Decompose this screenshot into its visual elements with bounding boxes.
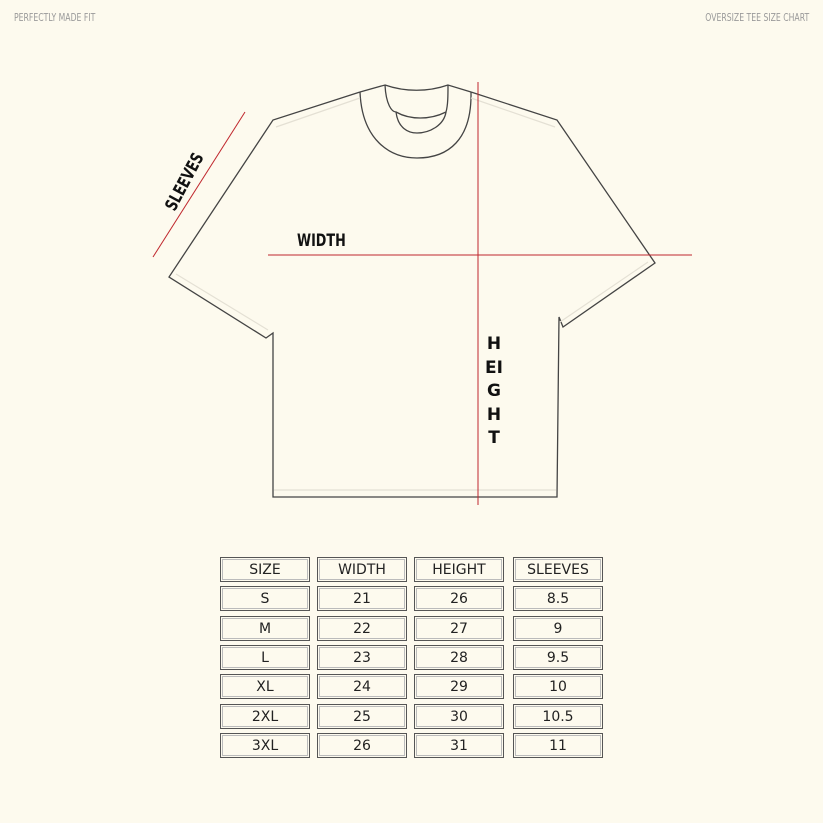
table-cell: 11	[513, 733, 603, 758]
table-cell: 28	[414, 645, 504, 670]
tshirt-outline	[168, 84, 656, 498]
table-cell: 8.5	[513, 586, 603, 611]
table-cell: 10	[513, 674, 603, 699]
table-header-cell: SLEEVES	[513, 557, 603, 582]
table-cell: 26	[414, 586, 504, 611]
brand-tagline: PERFECTLY MADE FIT	[14, 11, 96, 24]
table-cell: 21	[317, 586, 407, 611]
height-label: HEIGHT	[485, 334, 503, 448]
table-header-cell: SIZE	[220, 557, 310, 582]
chart-title: OVERSIZE TEE SIZE CHART	[705, 11, 809, 24]
table-cell: 9.5	[513, 645, 603, 670]
table-cell: 23	[317, 645, 407, 670]
tshirt-body	[168, 91, 656, 498]
table-cell: 10.5	[513, 704, 603, 729]
collar-outer	[359, 91, 472, 159]
table-header-cell: HEIGHT	[414, 557, 504, 582]
collar-neck	[359, 84, 472, 93]
sleeves-measure-line	[152, 111, 246, 258]
table-cell: S	[220, 586, 310, 611]
collar-inner	[384, 84, 449, 119]
table-header-cell: WIDTH	[317, 557, 407, 582]
table-cell: XL	[220, 674, 310, 699]
table-cell: 3XL	[220, 733, 310, 758]
table-cell: 26	[317, 733, 407, 758]
width-label: WIDTH	[297, 231, 346, 251]
table-cell: 24	[317, 674, 407, 699]
table-cell: 9	[513, 616, 603, 641]
table-cell: M	[220, 616, 310, 641]
table-cell: 27	[414, 616, 504, 641]
table-cell: 31	[414, 733, 504, 758]
table-cell: 2XL	[220, 704, 310, 729]
table-cell: L	[220, 645, 310, 670]
table-cell: 30	[414, 704, 504, 729]
measure-lines	[152, 82, 692, 505]
table-cell: 22	[317, 616, 407, 641]
table-cell: 29	[414, 674, 504, 699]
table-cell: 25	[317, 704, 407, 729]
seam-lines	[175, 97, 649, 491]
